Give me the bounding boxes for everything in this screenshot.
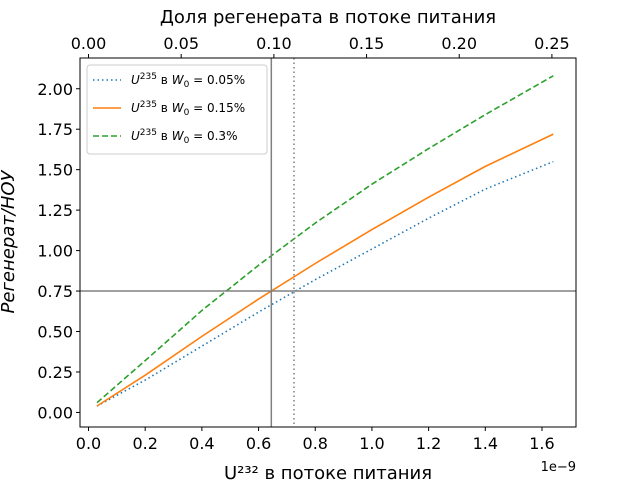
x-tick-label: 1.2: [416, 434, 441, 453]
top-x-tick-label: 0.20: [441, 34, 477, 53]
x-tick-label: 0.2: [132, 434, 157, 453]
x-tick-label: 1.0: [359, 434, 384, 453]
bottom-x-ticks: 0.0 0.2 0.4 0.6 0.8 1.0 1.2 1.4 1.6: [76, 427, 555, 453]
series-line-3: [96, 75, 554, 404]
y-tick-label: 0.75: [37, 282, 73, 301]
y-tick-label: 2.00: [37, 80, 73, 99]
y-tick-label: 0.25: [37, 363, 73, 382]
legend-label-3: U235 в W0 = 0.3%: [131, 128, 237, 146]
legend-frame: [86, 64, 268, 155]
top-x-tick-label: 0.05: [163, 34, 199, 53]
top-x-tick-label: 0.00: [71, 34, 107, 53]
y-tick-label: 0.50: [37, 323, 73, 342]
x-exponent-label: 1e−9: [541, 460, 576, 475]
top-x-tick-label: 0.25: [534, 34, 570, 53]
y-tick-label: 1.00: [37, 242, 73, 261]
x-tick-label: 0.4: [189, 434, 214, 453]
x-axis-title: U²³² в потоке питания: [224, 463, 432, 480]
x-tick-label: 0.8: [303, 434, 328, 453]
series-line-1: [96, 160, 554, 407]
y-tick-label: 1.50: [37, 161, 73, 180]
y-axis-title: Регенерат/НОУ: [0, 169, 19, 313]
y-ticks: 0.00 0.25 0.50 0.75 1.00 1.25 1.50 1.75 2.00: [37, 80, 80, 422]
top-x-ticks: 0.00 0.05 0.10 0.15 0.20 0.25: [71, 34, 570, 58]
x-tick-label: 0.0: [76, 434, 101, 453]
y-tick-label: 1.75: [37, 120, 73, 139]
legend-label-2: U235 в W0 = 0.15%: [131, 100, 245, 118]
legend: U235 в W0 = 0.05% U235 в W0 = 0.15% U235 в…: [86, 64, 268, 155]
top-axis-title: Доля регенерата в потоке питания: [160, 7, 496, 28]
top-x-tick-label: 0.15: [349, 34, 385, 53]
legend-label-1: U235 в W0 = 0.05%: [131, 72, 245, 90]
x-tick-label: 0.6: [246, 434, 271, 453]
y-tick-label: 1.25: [37, 201, 73, 220]
x-tick-label: 1.6: [529, 434, 554, 453]
plot-lines: [96, 75, 554, 407]
plot-frame: [79, 57, 577, 428]
x-tick-label: 1.4: [473, 434, 498, 453]
y-tick-label: 0.00: [37, 403, 73, 422]
top-x-tick-label: 0.10: [256, 34, 292, 53]
series-line-2: [96, 133, 554, 407]
reference-lines: [80, 58, 576, 427]
